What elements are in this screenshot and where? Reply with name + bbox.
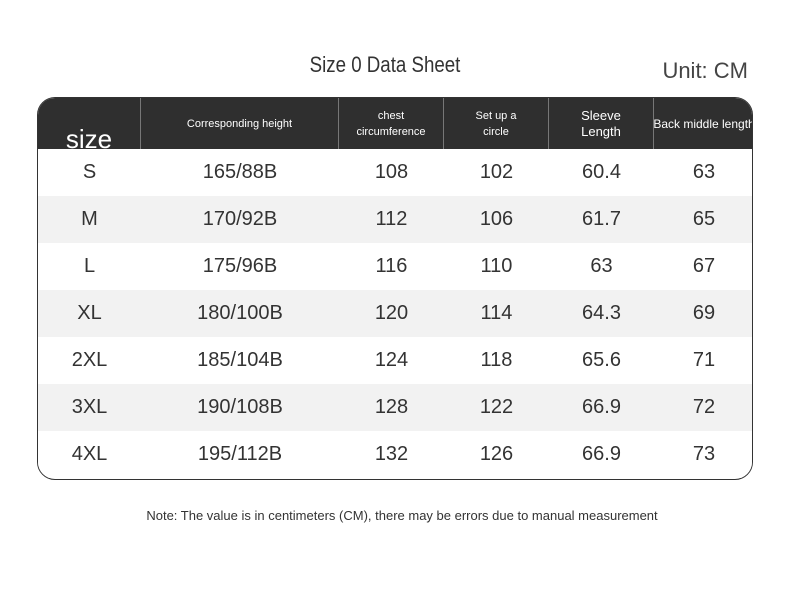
note: Note: The value is in centimeters (CM), … bbox=[146, 508, 658, 523]
table-cell: 64.3 bbox=[582, 302, 621, 324]
header-row: size Corresponding height chest circumfere… bbox=[38, 98, 752, 152]
table-cell: 102 bbox=[479, 161, 514, 183]
table-row: M 170/92B 112 106 61.7 65 bbox=[38, 196, 752, 243]
table-cell: 4XL bbox=[71, 443, 108, 465]
header-cell: Set up a circle bbox=[444, 98, 549, 149]
table-cell: 116 bbox=[375, 255, 408, 277]
table-cell: 120 bbox=[374, 302, 409, 324]
table-cell: 185/104B bbox=[197, 349, 283, 371]
unit: Unit: CM bbox=[662, 58, 748, 83]
table-cell: 61.7 bbox=[582, 208, 621, 230]
table-cell: L bbox=[83, 255, 96, 277]
table-row: 4XL 195/112B 132 126 66.9 73 bbox=[38, 431, 752, 478]
table-cell: 66.9 bbox=[582, 396, 621, 418]
table-cell: 165/88B bbox=[202, 161, 278, 183]
table-cell: 63 bbox=[692, 161, 716, 183]
header-cell: chest circumference bbox=[339, 98, 444, 149]
table-cell: 60.4 bbox=[582, 161, 621, 183]
header-cell: size bbox=[38, 98, 141, 152]
table-row: 2XL 185/104B 124 118 65.6 71 bbox=[38, 337, 752, 384]
table-cell: 69 bbox=[692, 302, 716, 324]
table-cell: 110 bbox=[480, 255, 513, 277]
header-cell: Corresponding height bbox=[141, 98, 339, 149]
header-cell: Back middle length bbox=[653, 98, 752, 149]
size-table: size Corresponding height chest circumfere… bbox=[37, 97, 753, 480]
table-cell: 72 bbox=[692, 396, 716, 418]
table-cell: M bbox=[81, 208, 98, 230]
table-row: XL 180/100B 120 114 64.3 69 bbox=[38, 290, 752, 337]
table-cell: 195/112B bbox=[197, 443, 283, 465]
table-cell: 108 bbox=[374, 161, 409, 183]
table-cell: 175/96B bbox=[202, 255, 278, 277]
table-cell: 66.9 bbox=[582, 443, 621, 465]
table-cell: 126 bbox=[479, 443, 514, 465]
title: Size 0 Data Sheet bbox=[309, 52, 461, 77]
table-cell: 124 bbox=[374, 349, 409, 371]
table-row: S 165/88B 108 102 60.4 63 bbox=[38, 149, 752, 196]
table-cell: 132 bbox=[374, 443, 409, 465]
table-cell: 180/100B bbox=[197, 302, 283, 324]
table-row: L 175/96B 116 110 63 67 bbox=[38, 243, 752, 290]
table-cell: 128 bbox=[374, 396, 409, 418]
table-cell: 65.6 bbox=[582, 349, 621, 371]
table-cell: 3XL bbox=[71, 396, 108, 418]
table-cell: 170/92B bbox=[202, 208, 278, 230]
table-cell: 118 bbox=[480, 349, 513, 371]
table-cell: 122 bbox=[479, 396, 514, 418]
table-cell: 67 bbox=[692, 255, 716, 277]
table-row: 3XL 190/108B 128 122 66.9 72 bbox=[38, 384, 752, 431]
table-cell: 71 bbox=[692, 349, 716, 371]
table-cell: 63 bbox=[590, 255, 613, 277]
table-cell: 65 bbox=[692, 208, 716, 230]
table-cell: 114 bbox=[480, 302, 513, 324]
table-cell: 112 bbox=[375, 208, 408, 230]
table-cell: 73 bbox=[692, 443, 716, 465]
table-cell: S bbox=[82, 161, 97, 183]
header-cell: Sleeve Length bbox=[549, 98, 654, 149]
table-cell: 106 bbox=[479, 208, 514, 230]
table-cell: 2XL bbox=[71, 349, 108, 371]
table-cell: XL bbox=[77, 302, 102, 324]
table-cell: 190/108B bbox=[197, 396, 283, 418]
